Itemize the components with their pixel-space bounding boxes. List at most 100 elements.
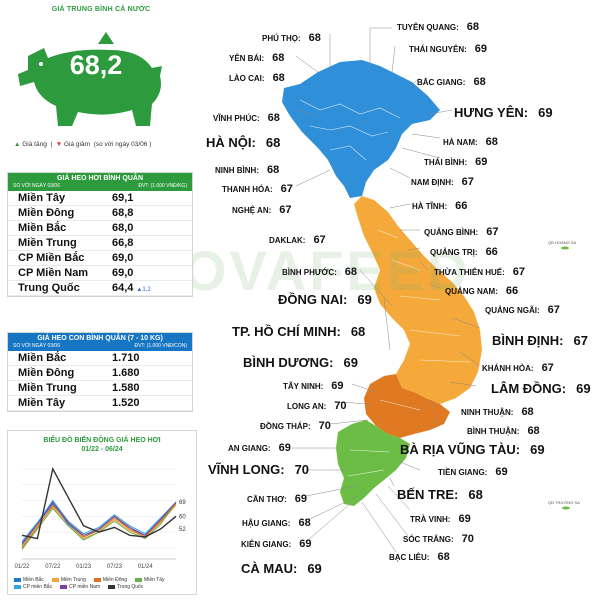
legend-swatch [14,578,21,582]
province-binh-duong: BÌNH DƯƠNG: 69 [243,355,358,370]
province-long-an: LONG AN: 70 [287,400,347,412]
province-vinh-phuc: VĨNH PHÚC: 68 [213,112,280,124]
province-quang-tri: QUẢNG TRỊ: 66 [430,246,498,258]
province-nghe-an: NGHỆ AN: 67 [232,204,292,216]
province-ninh-binh: NINH BÌNH: 68 [215,164,280,176]
province-kien-giang: KIÊN GIANG: 69 [241,538,312,550]
map-region-mekong [336,420,410,506]
legend-item: Trung Quốc [108,584,143,590]
province-thai-binh: THÁI BÌNH: 69 [424,156,488,168]
province-tien-giang: TIỀN GIANG: 69 [438,466,508,478]
legend-swatch [135,578,143,582]
province-ninh-thuan: NINH THUẬN: 68 [461,406,534,418]
end-value-label: 52 [179,527,186,533]
province-thai-nguyen: THÁI NGUYÊN: 69 [409,43,488,55]
series-line [21,501,177,544]
province-daklak: DAKLAK: 67 [269,234,326,246]
legend-swatch [51,578,59,582]
table-row: Miền Bắc 68,0 [8,221,192,236]
chart-legend: Miền Bắc Miền Trung Miền Đông Miền Tây CP mi… [14,577,196,590]
province-bac-lieu: BẠC LIÊU: 68 [389,551,450,563]
province-quang-binh: QUẢNG BÌNH: 67 [424,226,499,238]
province-binh-phuoc: BÌNH PHƯỚC: 68 [282,266,358,278]
map-region-central [354,196,482,404]
province-yen-bai: YÊN BÁI: 68 [229,52,285,64]
hog-price-header: GIÁ HEO HƠI BÌNH QUÂN SO VỚI NGÀY 03/06 Đ… [8,173,192,191]
national-average-title: GIÁ TRUNG BÌNH CẢ NƯỚC [51,6,151,13]
change-indicator: ▲1,2 [136,287,151,293]
x-tick-label: 01/22 [14,564,30,570]
legend-swatch [14,585,21,589]
province-soc-trang: SÓC TRĂNG: 70 [403,533,474,545]
province-an-giang: AN GIANG: 69 [228,442,291,454]
legend-label: Miền Đông [102,577,128,583]
piglet-price-table: GIÁ HEO CON BÌNH QUÂN (7 - 10 KG) SO VỚI… [7,332,193,412]
table-row: Trung Quốc 64,4 ▲1,2 [8,281,192,296]
province-binh-dinh: BÌNH ĐỊNH: 67 [492,333,588,348]
table-row: Miền Tây 69,1 [8,191,192,206]
pig-icon [18,32,162,126]
province-dong-nai: ĐỒNG NAI: 69 [278,292,372,307]
province-lao-cai: LÀO CAI: 68 [229,72,285,84]
province-quang-ngai: QUẢNG NGÃI: 67 [485,304,560,316]
legend-label: Miền Bắc [23,577,44,583]
province-dong-thap: ĐỒNG THÁP: 70 [260,420,331,432]
up-arrow-icon: ▲ [14,141,21,148]
province-ben-tre: BẾN TRE: 68 [397,487,483,502]
province-lam-dong: LÂM ĐỒNG: 69 [491,381,591,396]
legend-item: Miền Tây [135,577,165,583]
island-label-truong-sa: QĐ.TRƯỜNG SA [548,500,580,505]
province-nam-dinh: NAM ĐỊNH: 67 [411,176,474,188]
legend-item: CP miền Bắc [14,584,52,590]
series-line [21,502,177,546]
province-tuyen-quang: TUYÊN QUANG: 68 [397,21,480,33]
province-thua-thien-hue: THỪA THIÊN HUẾ: 67 [434,266,526,278]
province-vinh-long: VĨNH LONG: 70 [208,462,310,477]
map-region-north [282,60,440,198]
chart-subtitle: 01/22 - 06/24 [81,446,123,453]
province-can-tho: CẦN THƠ: 69 [247,493,307,505]
legend-item: CP miền Nam [60,584,100,590]
island-label-hoang-sa: QĐ.HOÀNG SA [548,240,577,245]
province-ca-mau: CÀ MAU: 69 [241,561,322,576]
legend-swatch [93,578,101,582]
legend-swatch [108,585,116,589]
legend-label: CP miền Bắc [23,584,53,590]
x-tick-label: 01/23 [76,564,92,570]
price-trend-chart: 01/22 07/22 01/23 07/23 01/24 69 60 52 BIỂU ĐỒ … [7,430,197,595]
series-line [21,466,177,540]
chart-title: BIỂU ĐỒ BIẾN ĐỘNG GIÁ HEO HƠI [43,437,161,444]
legend-item: Miền Bắc [14,577,44,583]
province-phu-tho: PHÚ THỌ: 68 [262,32,321,44]
legend-label: Miền Trung [60,577,86,583]
table-row: Miền Đông 1.680 [8,366,192,381]
legend-item: Miền Trung [51,577,86,583]
table-row: Miền Bắc 1.710 [8,351,192,366]
table-row: Miền Đông 68,8 [8,206,192,221]
hog-price-table: GIÁ HEO HƠI BÌNH QUÂN SO VỚI NGÀY 03/06 Đ… [7,172,193,297]
province-tp-ho-chi-minh: TP. HỒ CHÍ MINH: 68 [232,324,366,339]
table-row: Miền Tây 1.520 [8,396,192,411]
table-row: Miền Trung 66,8 [8,236,192,251]
legend-swatch [60,585,68,589]
table-row: CP Miền Nam 69,0 [8,266,192,281]
x-tick-label: 07/23 [107,564,123,570]
province-tra-vinh: TRÀ VINH: 69 [410,513,471,525]
legend-item: Miền Đông [93,577,128,583]
province-binh-thuan: BÌNH THUẬN: 68 [467,425,540,437]
x-tick-label: 01/24 [138,564,154,570]
province-ha-nam: HÀ NAM: 68 [443,136,498,148]
province-khanh-hoa: KHÁNH HÒA: 67 [482,362,554,374]
province-thanh-hoa: THANH HÓA: 67 [222,183,293,195]
x-tick-label: 07/22 [45,564,61,570]
province-ha-tinh: HÀ TĨNH: 66 [412,200,468,212]
legend-label: Miền Tây [144,577,165,583]
province-ha-noi: HÀ NỘI: 68 [206,135,281,150]
national-average-value: 68,2 [69,50,123,80]
province-bac-giang: BẮC GIANG: 68 [417,76,486,88]
province-tay-ninh: TÂY NINH: 69 [283,380,344,392]
legend-label: CP miền Nam [69,584,101,590]
province-hau-giang: HẬU GIANG: 68 [242,517,311,529]
series-line [21,499,177,542]
